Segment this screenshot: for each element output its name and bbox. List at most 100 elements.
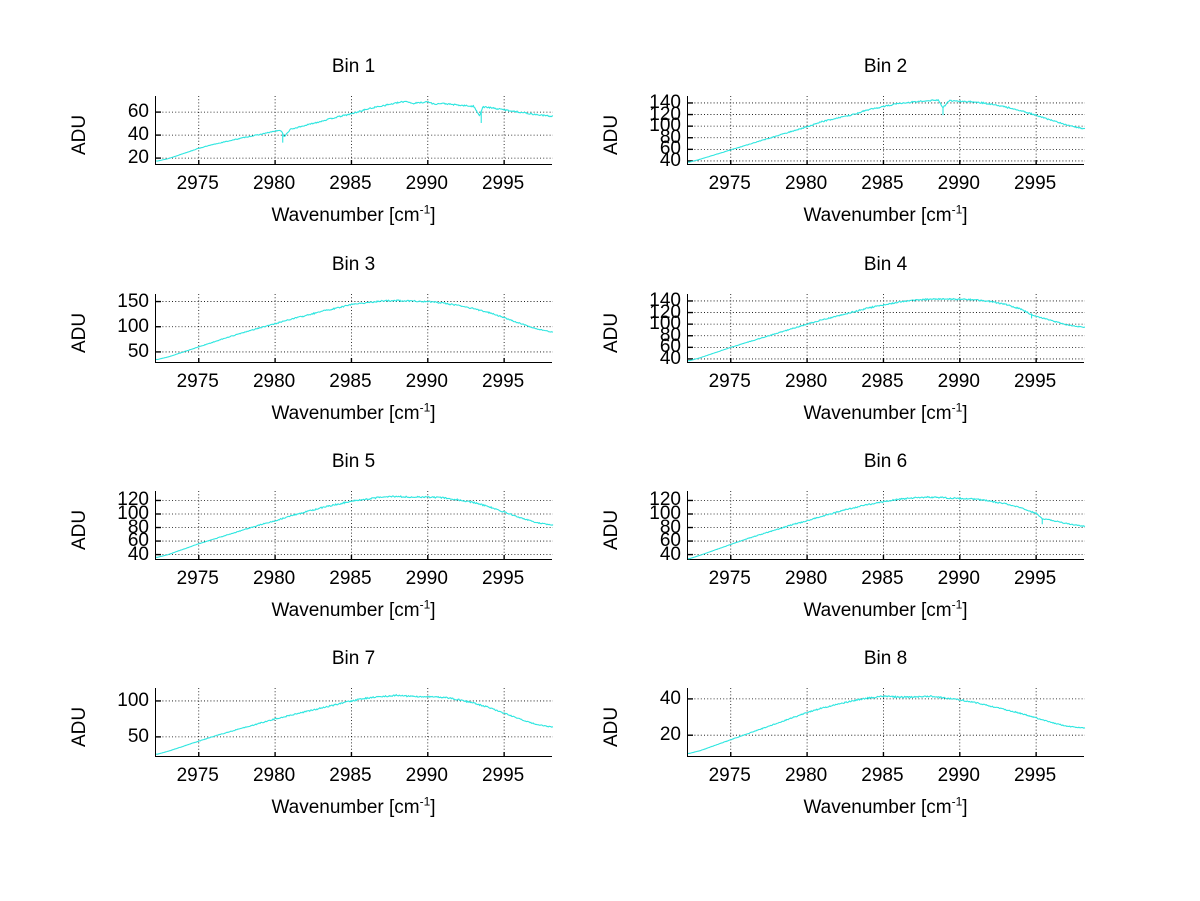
y-axis-label: ADU	[601, 312, 622, 353]
y-tick-label: 60	[127, 101, 149, 123]
x-tick-label: 2995	[1013, 568, 1057, 589]
subplot-panel: Bin 3 50 100 150 ADU 2975 2980 2985 2990 2995 Wave…	[55, 254, 572, 468]
y-tick-label: 20	[127, 147, 149, 169]
x-axis-label-bracket: ]	[962, 797, 968, 818]
y-tick-label: 80	[659, 516, 681, 538]
x-tick-label: 2980	[784, 568, 828, 589]
x-tick-label: 2985	[329, 765, 372, 786]
x-tick-label: 2980	[784, 765, 828, 786]
x-tick-label: 2990	[405, 173, 448, 194]
y-tick-label: 100	[649, 313, 681, 335]
x-tick-label: 2990	[937, 371, 980, 392]
panel-title: Bin 2	[863, 56, 908, 77]
x-tick-label: 2985	[329, 371, 372, 392]
x-tick-label: 2995	[1013, 765, 1057, 786]
x-tick-label: 2985	[861, 765, 904, 786]
plot-area	[155, 688, 554, 757]
x-axis-label: Wavenumber [cm-1]	[155, 202, 552, 227]
x-axis-label-text: Wavenumber [cm	[803, 403, 952, 424]
plot-area	[155, 294, 554, 363]
y-axis-label: ADU	[69, 114, 90, 155]
y-tick-label: 140	[649, 91, 681, 113]
x-tick-label: 2975	[708, 568, 751, 589]
subplot-panel: Bin 8 20 40 ADU 2975 2980 2985 2990 2995 Wavenumb…	[587, 648, 1104, 862]
data-series-line	[687, 495, 1086, 560]
grid-lines	[156, 688, 553, 757]
y-axis-label: ADU	[69, 312, 90, 353]
x-axis-label-text: Wavenumber [cm	[271, 205, 420, 226]
y-tick-label: 40	[127, 543, 149, 565]
x-axis-label-bracket: ]	[430, 797, 436, 818]
x-axis-label-text: Wavenumber [cm	[803, 205, 952, 226]
x-axis-label-bracket: ]	[962, 403, 968, 424]
x-tick-label: 2975	[176, 765, 219, 786]
subplot-panel: Bin 4 40 60 80 100 120 140 ADU 2975 2980 2985 2990 2…	[587, 254, 1104, 468]
panel-title: Bin 5	[331, 451, 376, 472]
plot-canvas	[687, 491, 1086, 560]
y-tick-label: 20	[659, 724, 681, 746]
x-tick-label: 2995	[1013, 173, 1057, 194]
x-axis-label-exponent: -1	[419, 794, 431, 809]
y-tick-label: 80	[659, 324, 681, 346]
subplot-panel: Bin 7 50 100 ADU 2975 2980 2985 2990 2995 Wavenum…	[55, 648, 572, 862]
x-tick-label: 2990	[937, 173, 980, 194]
plot-canvas	[155, 491, 554, 560]
x-axis-label-exponent: -1	[951, 400, 963, 415]
subplot-panel: Bin 6 40 60 80 100 120 ADU 2975 2980 2985 2990 2995…	[587, 451, 1104, 665]
x-axis-label-text: Wavenumber [cm	[271, 403, 420, 424]
x-axis-label-bracket: ]	[430, 403, 436, 424]
y-tick-label: 40	[659, 149, 681, 171]
grid-lines	[688, 96, 1085, 165]
x-tick-label: 2990	[405, 371, 448, 392]
y-axis-label: ADU	[601, 706, 622, 747]
plot-canvas	[687, 688, 1086, 757]
x-axis-label-exponent: -1	[951, 202, 963, 217]
y-tick-label: 100	[117, 503, 149, 524]
x-axis-label: Wavenumber [cm-1]	[687, 400, 1084, 425]
plot-canvas	[687, 294, 1086, 363]
plot-area	[687, 294, 1086, 363]
plot-area	[687, 491, 1086, 560]
x-axis-label: Wavenumber [cm-1]	[687, 202, 1084, 227]
plot-canvas	[155, 96, 554, 165]
x-axis-label-bracket: ]	[430, 600, 436, 621]
x-tick-label: 2990	[937, 765, 980, 786]
x-tick-label: 2995	[481, 173, 525, 194]
y-tick-label: 120	[649, 489, 681, 511]
x-tick-label: 2985	[861, 568, 904, 589]
y-tick-label: 100	[649, 503, 681, 524]
plot-canvas	[155, 294, 554, 363]
x-axis-label: Wavenumber [cm-1]	[155, 402, 552, 425]
subplot-panel: Bin 1 20 40 60 ADU 2975 2980 2985 2990 2995 Wavenu…	[55, 56, 572, 270]
x-tick-label: 2990	[405, 765, 448, 786]
x-axis-label-text: Wavenumber [cm	[803, 797, 952, 818]
data-series-line	[155, 100, 554, 162]
y-axis-label: ADU	[601, 509, 622, 550]
x-tick-label: 2980	[252, 173, 296, 194]
panel-title: Bin 4	[863, 254, 908, 275]
tick-marks	[156, 300, 505, 363]
y-tick-label: 120	[117, 489, 149, 511]
x-tick-label: 2975	[176, 371, 219, 392]
y-tick-label: 40	[127, 124, 149, 146]
plot-canvas	[687, 96, 1086, 165]
y-tick-label: 100	[117, 689, 149, 711]
grid-lines	[156, 294, 553, 363]
x-tick-label: 2985	[861, 371, 904, 392]
tick-marks	[156, 700, 505, 757]
plot-canvas	[155, 688, 554, 757]
x-axis-label-exponent: -1	[419, 202, 431, 217]
data-series-line	[155, 495, 554, 558]
y-tick-label: 60	[127, 530, 149, 552]
grid-lines	[688, 688, 1085, 757]
x-tick-label: 2990	[937, 568, 980, 589]
x-tick-label: 2995	[1013, 371, 1057, 392]
x-tick-label: 2995	[481, 765, 525, 786]
subplot-panel: Bin 5 40 60 80 100 120 ADU 2975 2980 2985 2990 2995…	[55, 451, 572, 665]
x-tick-label: 2980	[252, 371, 296, 392]
data-series-line	[155, 299, 554, 361]
y-tick-label: 50	[127, 340, 149, 362]
subplot-panel: Bin 2 40 60 80 100 120 140 ADU 2975 2980 2985 2990 2…	[587, 56, 1104, 270]
x-axis-label-bracket: ]	[962, 205, 968, 226]
